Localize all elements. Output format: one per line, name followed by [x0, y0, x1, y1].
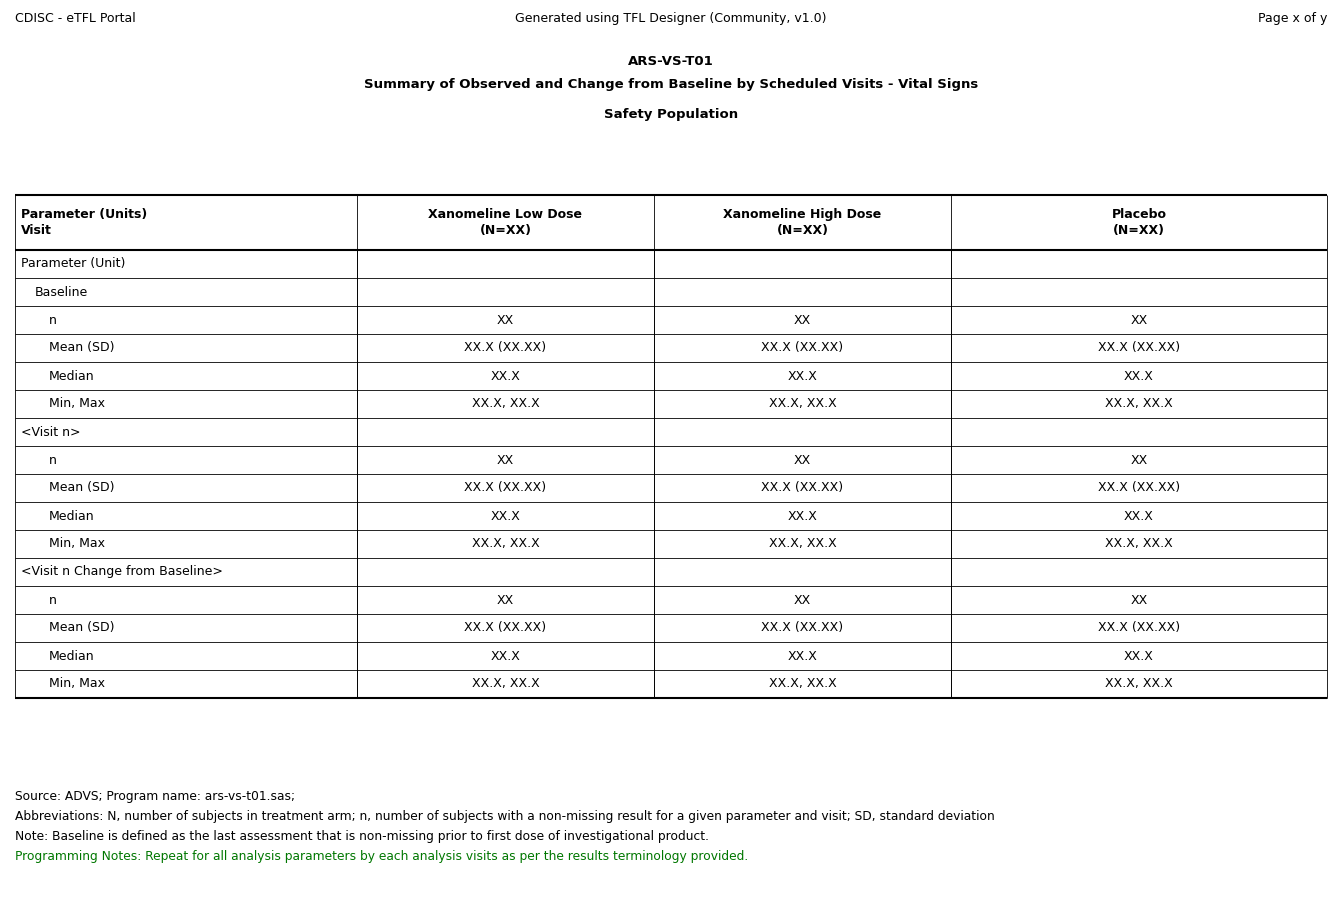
Text: XX.X, XX.X: XX.X, XX.X [769, 538, 836, 550]
Text: XX.X, XX.X: XX.X, XX.X [769, 398, 836, 411]
Text: XX.X: XX.X [1125, 509, 1154, 523]
Text: Summary of Observed and Change from Baseline by Scheduled Visits - Vital Signs: Summary of Observed and Change from Base… [364, 78, 978, 91]
Text: XX: XX [1130, 313, 1147, 326]
Text: XX.X (XX.XX): XX.X (XX.XX) [1098, 342, 1180, 355]
Text: XX.X, XX.X: XX.X, XX.X [1104, 538, 1173, 550]
Text: Visit: Visit [21, 224, 52, 237]
Text: (N=XX): (N=XX) [1113, 224, 1165, 237]
Text: Parameter (Units): Parameter (Units) [21, 208, 148, 221]
Text: XX.X, XX.X: XX.X, XX.X [471, 677, 539, 690]
Text: XX: XX [1130, 453, 1147, 467]
Text: XX.X, XX.X: XX.X, XX.X [471, 538, 539, 550]
Text: n: n [50, 594, 56, 607]
Text: XX.X (XX.XX): XX.X (XX.XX) [1098, 482, 1180, 494]
Text: XX.X: XX.X [788, 650, 817, 663]
Text: XX: XX [794, 594, 811, 607]
Text: Placebo: Placebo [1111, 208, 1166, 221]
Text: XX.X, XX.X: XX.X, XX.X [1104, 398, 1173, 411]
Text: Min, Max: Min, Max [50, 538, 105, 550]
Text: XX.X: XX.X [1125, 650, 1154, 663]
Text: n: n [50, 313, 56, 326]
Text: XX: XX [794, 453, 811, 467]
Text: XX.X (XX.XX): XX.X (XX.XX) [464, 621, 546, 634]
Text: Safety Population: Safety Population [604, 108, 738, 121]
Text: (N=XX): (N=XX) [479, 224, 531, 237]
Text: Baseline: Baseline [35, 286, 89, 299]
Text: <Visit n>: <Visit n> [21, 425, 81, 438]
Text: Xanomeline Low Dose: Xanomeline Low Dose [428, 208, 582, 221]
Text: Parameter (Unit): Parameter (Unit) [21, 257, 125, 270]
Text: XX.X, XX.X: XX.X, XX.X [1104, 677, 1173, 690]
Text: n: n [50, 453, 56, 467]
Text: XX.X (XX.XX): XX.X (XX.XX) [761, 342, 844, 355]
Text: XX.X (XX.XX): XX.X (XX.XX) [761, 621, 844, 634]
Text: Note: Baseline is defined as the last assessment that is non-missing prior to fi: Note: Baseline is defined as the last as… [15, 830, 709, 843]
Text: XX.X (XX.XX): XX.X (XX.XX) [464, 342, 546, 355]
Text: XX.X: XX.X [491, 509, 521, 523]
Text: XX: XX [794, 313, 811, 326]
Text: XX.X: XX.X [491, 369, 521, 382]
Text: Median: Median [50, 509, 95, 523]
Text: Abbreviations: N, number of subjects in treatment arm; n, number of subjects wit: Abbreviations: N, number of subjects in … [15, 810, 994, 823]
Text: Programming Notes: Repeat for all analysis parameters by each analysis visits as: Programming Notes: Repeat for all analys… [15, 850, 749, 863]
Text: Median: Median [50, 369, 95, 382]
Text: Source: ADVS; Program name: ars-vs-t01.sas;: Source: ADVS; Program name: ars-vs-t01.s… [15, 790, 295, 803]
Text: Mean (SD): Mean (SD) [50, 342, 114, 355]
Text: Generated using TFL Designer (Community, v1.0): Generated using TFL Designer (Community,… [515, 12, 827, 25]
Text: XX.X (XX.XX): XX.X (XX.XX) [761, 482, 844, 494]
Text: Mean (SD): Mean (SD) [50, 621, 114, 634]
Text: Min, Max: Min, Max [50, 398, 105, 411]
Text: XX: XX [1130, 594, 1147, 607]
Text: XX.X (XX.XX): XX.X (XX.XX) [1098, 621, 1180, 634]
Text: CDISC - eTFL Portal: CDISC - eTFL Portal [15, 12, 136, 25]
Text: Xanomeline High Dose: Xanomeline High Dose [723, 208, 882, 221]
Text: XX.X, XX.X: XX.X, XX.X [769, 677, 836, 690]
Text: XX.X: XX.X [1125, 369, 1154, 382]
Text: XX.X: XX.X [788, 509, 817, 523]
Text: ARS-VS-T01: ARS-VS-T01 [628, 55, 714, 68]
Text: Mean (SD): Mean (SD) [50, 482, 114, 494]
Text: XX.X: XX.X [788, 369, 817, 382]
Text: XX: XX [497, 453, 514, 467]
Text: XX.X (XX.XX): XX.X (XX.XX) [464, 482, 546, 494]
Text: XX: XX [497, 313, 514, 326]
Text: XX: XX [497, 594, 514, 607]
Text: XX.X, XX.X: XX.X, XX.X [471, 398, 539, 411]
Text: XX.X: XX.X [491, 650, 521, 663]
Text: (N=XX): (N=XX) [777, 224, 828, 237]
Text: Median: Median [50, 650, 95, 663]
Text: Page x of y: Page x of y [1257, 12, 1327, 25]
Text: Min, Max: Min, Max [50, 677, 105, 690]
Text: <Visit n Change from Baseline>: <Visit n Change from Baseline> [21, 565, 223, 578]
